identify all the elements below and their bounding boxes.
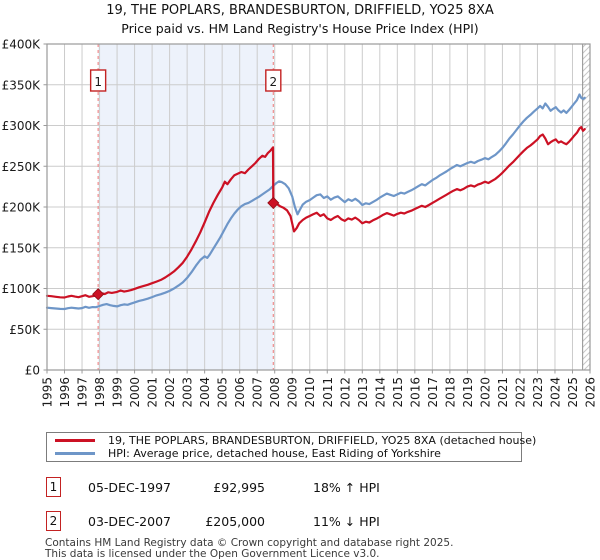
x-axis-label: 2015 <box>391 377 405 408</box>
x-axis-label: 2018 <box>443 377 457 408</box>
y-axis-label: £100K <box>2 282 42 296</box>
sale-2-date: 03-DEC-2007 <box>88 514 171 529</box>
x-axis-label: 2017 <box>426 377 440 408</box>
sale-1-price: £92,995 <box>213 480 265 495</box>
price-history-chart: 1 2 £0 £50K £100K £150K £200K £250K £300K £350K £4… <box>2 38 598 408</box>
x-axis-label: 2026 <box>584 377 598 408</box>
y-axis-label: £400K <box>2 38 42 52</box>
sale-2-price: £205,000 <box>205 514 265 529</box>
sale-flag-2 <box>265 69 282 92</box>
x-axis-label: 1995 <box>41 377 55 408</box>
price-paid-line-swatch <box>55 439 95 442</box>
x-axis-label: 2013 <box>356 377 370 408</box>
legend-label-hpi: HPI: Average price, detached house, East… <box>108 447 441 460</box>
x-axis-label: 2008 <box>268 377 282 408</box>
x-axis-label: 2009 <box>286 377 300 408</box>
x-axis-label: 2021 <box>496 377 510 408</box>
price-paid-series-line <box>45 125 586 299</box>
legend-row-hpi: HPI: Average price, detached house, East… <box>47 447 521 460</box>
x-axis-label: 1996 <box>58 377 72 408</box>
x-axis-label: 2012 <box>338 377 352 408</box>
x-axis-label: 2014 <box>373 377 387 408</box>
future-hatch-region <box>582 44 590 370</box>
y-axis-label: £50K <box>9 323 41 337</box>
sale-flag-label-2: 2 <box>269 75 277 89</box>
license-footer: Contains HM Land Registry data © Crown c… <box>45 538 453 559</box>
x-axis-label: 2001 <box>146 377 160 408</box>
sale-1-vs-hpi: 18% ↑ HPI <box>313 480 380 495</box>
x-axis-label: 1997 <box>76 377 90 408</box>
sale-point-2 <box>267 196 280 209</box>
legend-row-price-paid: 19, THE POPLARS, BRANDESBURTON, DRIFFIEL… <box>47 434 536 447</box>
x-axis-label: 1998 <box>93 377 107 408</box>
chart-subtitle: Price paid vs. HM Land Registry's House … <box>121 21 479 36</box>
x-axis-label: 2006 <box>233 377 247 408</box>
x-axis-label: 2011 <box>321 377 335 408</box>
y-axis-label: £350K <box>2 78 42 92</box>
sale-1-date: 05-DEC-1997 <box>88 480 171 495</box>
x-axis-label: 2010 <box>303 377 317 408</box>
y-axis-label: £0 <box>25 364 40 378</box>
y-axis-label: £150K <box>2 241 42 255</box>
x-axis-label: 2005 <box>216 377 230 408</box>
x-axis-label: 2025 <box>566 377 580 408</box>
y-axis-label: £300K <box>2 119 42 133</box>
hpi-series-line <box>45 93 586 311</box>
sale-flag-label-1: 1 <box>94 75 102 89</box>
x-axis-labels: 1995 1996 1997 1998 1999 2000 2001 2002 2003 2004… <box>41 370 598 408</box>
footer-line-1: Contains HM Land Registry data © Crown c… <box>45 537 454 549</box>
y-axis-labels: £0 £50K £100K £150K £200K £250K £300K £350K £400… <box>2 38 47 378</box>
x-axis-label: 2003 <box>181 377 195 408</box>
sale-2-vs-hpi: 11% ↓ HPI <box>313 514 380 529</box>
x-axis-label: 2000 <box>128 377 142 408</box>
sale-1-number-badge: 1 <box>46 477 61 497</box>
x-axis-label: 2002 <box>163 377 177 408</box>
x-axis-label: 2024 <box>548 377 562 408</box>
chart-title: 19, THE POPLARS, BRANDESBURTON, DRIFFIEL… <box>106 3 494 18</box>
x-axis-label: 2019 <box>461 377 475 408</box>
x-axis-label: 1999 <box>111 377 125 408</box>
sale-2-number-badge: 2 <box>46 511 61 531</box>
x-axis-label: 2007 <box>251 377 265 408</box>
sale-point-1 <box>92 288 105 301</box>
x-axis-label: 2023 <box>531 377 545 408</box>
x-axis-label: 2022 <box>513 377 527 408</box>
y-axis-label: £200K <box>2 201 42 215</box>
legend-label-price-paid: 19, THE POPLARS, BRANDESBURTON, DRIFFIEL… <box>108 434 537 447</box>
sale-flag-1 <box>89 69 107 92</box>
x-axis-label: 2020 <box>478 377 492 408</box>
hpi-line-swatch <box>55 452 95 455</box>
x-axis-label: 2016 <box>408 377 422 408</box>
x-axis-label: 2004 <box>198 377 212 408</box>
footer-line-2: This data is licensed under the Open Gov… <box>45 547 380 560</box>
y-axis-label: £250K <box>2 160 42 174</box>
chart-legend: 19, THE POPLARS, BRANDESBURTON, DRIFFIEL… <box>46 432 536 462</box>
